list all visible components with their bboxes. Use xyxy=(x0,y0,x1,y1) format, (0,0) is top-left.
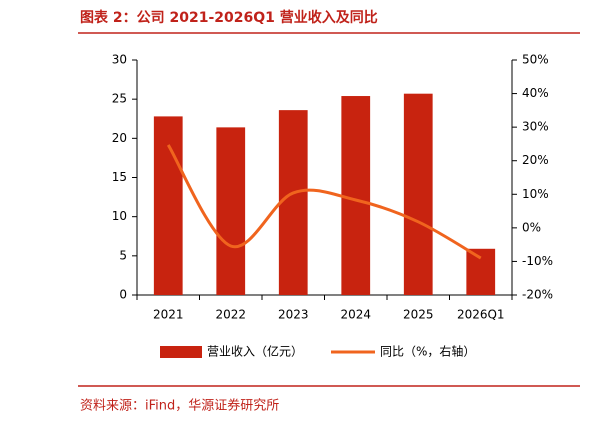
chart-title: 图表 2：公司 2021-2026Q1 营业收入及同比 xyxy=(80,9,378,26)
x-tick-label: 2021 xyxy=(153,308,184,322)
bar xyxy=(216,127,246,295)
y2-tick-label: -20% xyxy=(522,288,553,302)
y2-tick-label: 30% xyxy=(522,120,549,134)
x-tick-label: 2024 xyxy=(340,308,371,322)
y2-tick-label: 20% xyxy=(522,153,549,167)
x-tick-label: 2022 xyxy=(215,308,246,322)
y2-tick-label: -10% xyxy=(522,254,553,268)
y-tick-label: 0 xyxy=(119,288,127,302)
y-tick-label: 5 xyxy=(119,248,127,262)
line xyxy=(166,144,482,260)
x-tick-label: 2026Q1 xyxy=(457,308,505,322)
bar xyxy=(341,96,371,296)
legend-label: 同比（%，右轴） xyxy=(380,344,475,359)
x-tick-label: 2023 xyxy=(278,308,309,322)
y2-tick-label: 40% xyxy=(522,86,549,100)
bar xyxy=(278,110,308,295)
bar xyxy=(403,93,433,295)
y2-tick-label: 0% xyxy=(522,220,541,234)
y-tick-label: 30 xyxy=(112,53,127,67)
bar xyxy=(153,116,183,296)
y-tick-label: 25 xyxy=(112,92,127,106)
y-tick-label: 15 xyxy=(112,170,127,184)
bar xyxy=(466,248,496,295)
y-tick-label: 10 xyxy=(112,209,127,223)
y-tick-label: 20 xyxy=(112,131,127,145)
legend-swatch xyxy=(160,346,202,358)
source: 资料来源：iFind，华源证券研究所 xyxy=(80,398,279,414)
y2-tick-label: 50% xyxy=(522,53,549,67)
x-tick-label: 2025 xyxy=(403,308,434,322)
y2-tick-label: 10% xyxy=(522,187,549,201)
legend-label: 营业收入（亿元） xyxy=(207,344,303,359)
